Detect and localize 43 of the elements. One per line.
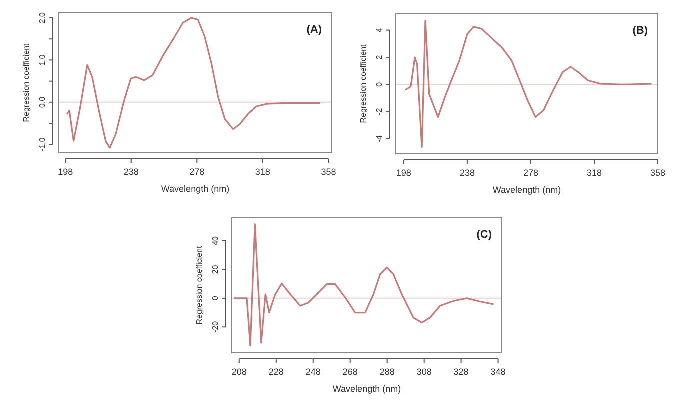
y-tick-label: -20 <box>211 320 220 333</box>
line-series <box>66 17 322 149</box>
y-axis-title: Regression coefficient <box>22 42 31 122</box>
x-tick-label: 248 <box>306 367 321 377</box>
y-tick-label: -2 <box>375 108 384 116</box>
x-axis-title: Wavelength (nm) <box>161 184 230 194</box>
x-tick-label: 268 <box>342 367 358 377</box>
y-tick-label: 40 <box>211 236 220 246</box>
x-tick-label: 278 <box>523 168 538 178</box>
annotation: (B) <box>632 25 648 37</box>
x-tick-label: 308 <box>416 367 432 377</box>
x-tick-label: 198 <box>58 167 74 177</box>
y-tick-label: 20 <box>211 264 220 274</box>
y-tick-label: -4 <box>375 134 384 143</box>
x-tick-label: 238 <box>460 168 475 178</box>
x-tick-label: 228 <box>268 367 284 377</box>
x-tick-label: 358 <box>321 167 336 177</box>
y-tick-label: 0.0 <box>38 96 47 108</box>
x-tick-label: 198 <box>396 168 412 178</box>
y-tick-label: 2.0 <box>38 12 47 24</box>
x-tick-label: 278 <box>190 167 205 177</box>
x-tick-label: 288 <box>380 367 395 377</box>
x-axis-title: Wavelength (nm) <box>492 185 562 195</box>
y-axis-title: Regression coefficient <box>195 245 204 325</box>
y-tick-label: 0 <box>211 296 220 301</box>
annotation: (A) <box>306 24 322 36</box>
y-tick-label: 4 <box>375 28 384 33</box>
line-series <box>234 224 494 347</box>
annotation: (C) <box>476 229 492 241</box>
y-axis-title: Regression coefficient <box>359 44 368 124</box>
x-tick-label: 358 <box>650 168 666 178</box>
x-tick-label: 318 <box>255 167 270 177</box>
y-tick-label: -1.0 <box>38 137 47 152</box>
y-tick-label: 0 <box>375 82 384 87</box>
x-tick-label: 328 <box>454 367 469 377</box>
x-tick-label: 238 <box>124 167 139 177</box>
y-tick-label: 2 <box>375 54 384 60</box>
x-tick-label: 208 <box>232 367 247 377</box>
x-tick-label: 348 <box>490 367 506 377</box>
x-axis-title: Wavelength (nm) <box>332 384 402 394</box>
line-series <box>404 20 652 148</box>
x-tick-label: 318 <box>586 168 602 178</box>
y-tick-label: 1.0 <box>38 54 47 66</box>
